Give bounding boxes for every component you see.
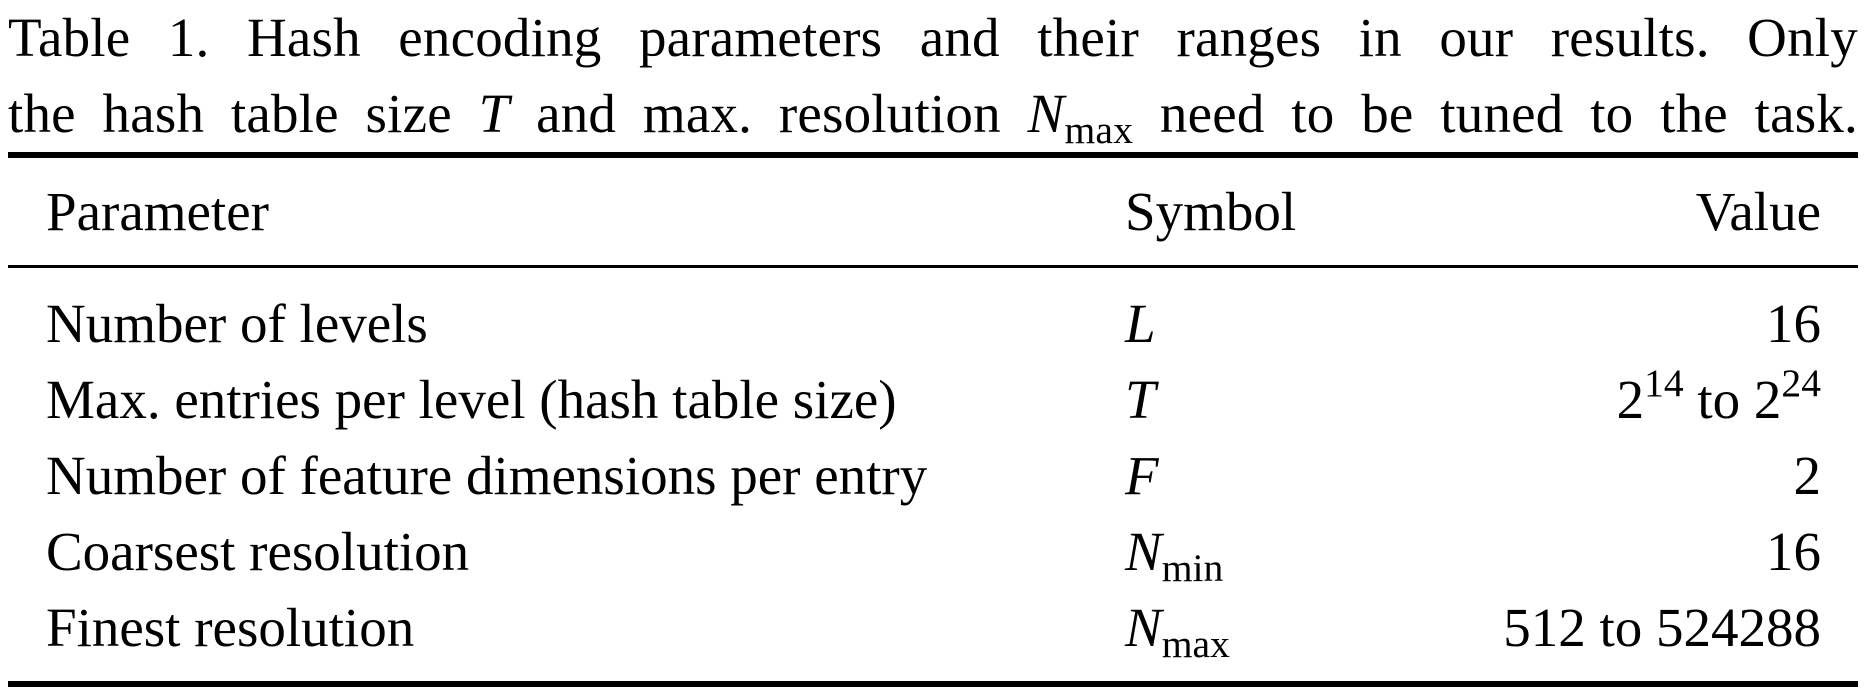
value-base: 2 — [1616, 369, 1645, 430]
table-row: Coarsest resolution Nmin 16 — [0, 520, 1866, 596]
table-bottom-rule — [8, 681, 1858, 687]
header-symbol: Symbol — [1125, 181, 1297, 242]
caption-symbol-T: T — [478, 83, 510, 144]
caption-text: and max. resolution — [509, 83, 1028, 144]
value-exponent: 24 — [1781, 361, 1821, 406]
value-exponent: 14 — [1644, 361, 1684, 406]
symbol-subscript: min — [1161, 546, 1224, 591]
cell-symbol: Nmax — [1125, 596, 1230, 664]
table-header-rule — [8, 265, 1858, 268]
caption-symbol-N: N — [1027, 83, 1065, 144]
symbol-letter: L — [1125, 293, 1156, 354]
header-parameter: Parameter — [46, 181, 269, 242]
table-top-rule — [8, 152, 1858, 158]
symbol-letter: N — [1125, 597, 1162, 658]
table-row: Number of feature dimensions per entry F… — [0, 444, 1866, 520]
cell-value: 16 — [1766, 521, 1821, 582]
caption-text: the hash table size — [8, 83, 479, 144]
cell-value: 16 — [1766, 293, 1821, 354]
table-caption: Table 1. Hash encoding parameters and th… — [8, 0, 1858, 152]
cell-parameter: Number of levels — [46, 293, 428, 354]
symbol-letter: N — [1125, 521, 1162, 582]
symbol-letter: F — [1125, 445, 1159, 506]
caption-text: need to be tuned to the task. — [1133, 83, 1858, 144]
cell-parameter: Finest resolution — [46, 597, 415, 658]
cell-parameter: Max. entries per level (hash table size) — [46, 369, 897, 430]
cell-symbol: F — [1125, 444, 1159, 508]
cell-symbol: Nmin — [1125, 520, 1223, 588]
table-row: Number of levels L 16 — [0, 292, 1866, 368]
cell-value: 214 to 224 — [1616, 363, 1821, 432]
table-row: Finest resolution Nmax 512 to 524288 — [0, 596, 1866, 672]
cell-value: 512 to 524288 — [1503, 597, 1821, 658]
caption-line-1: Table 1. Hash encoding parameters and th… — [8, 7, 1858, 68]
symbol-letter: T — [1125, 369, 1156, 430]
value-base: 2 — [1753, 369, 1782, 430]
cell-parameter: Coarsest resolution — [46, 521, 470, 582]
table-row: Max. entries per level (hash table size)… — [0, 363, 1866, 444]
caption-line-2: the hash table size T and max. resolutio… — [8, 76, 1858, 152]
value-connector: to — [1683, 369, 1754, 430]
cell-value: 2 — [1793, 445, 1822, 506]
cell-parameter: Number of feature dimensions per entry — [46, 445, 928, 506]
symbol-subscript: max — [1161, 622, 1230, 667]
cell-symbol: T — [1125, 368, 1156, 432]
cell-symbol: L — [1125, 292, 1156, 356]
header-value: Value — [1695, 181, 1821, 242]
caption-symbol-N-subscript: max — [1064, 108, 1134, 153]
